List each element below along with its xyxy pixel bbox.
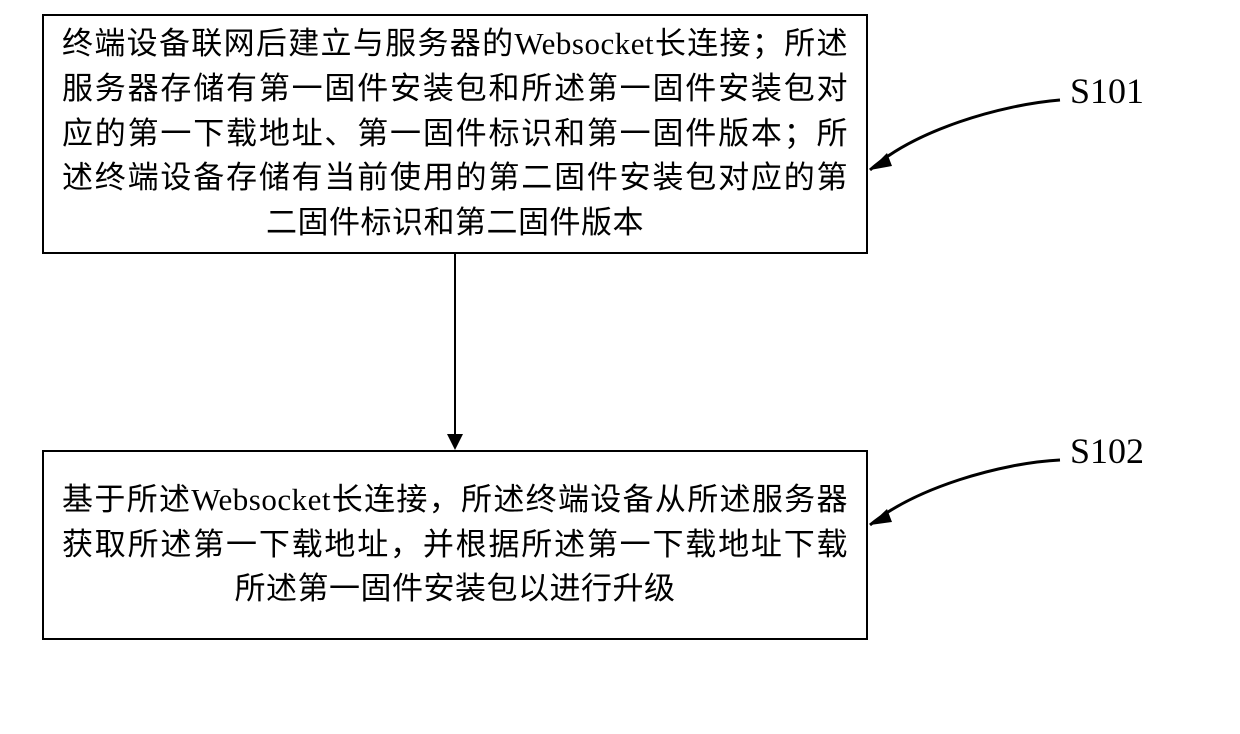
callout-arrow-s102: [0, 0, 1240, 734]
